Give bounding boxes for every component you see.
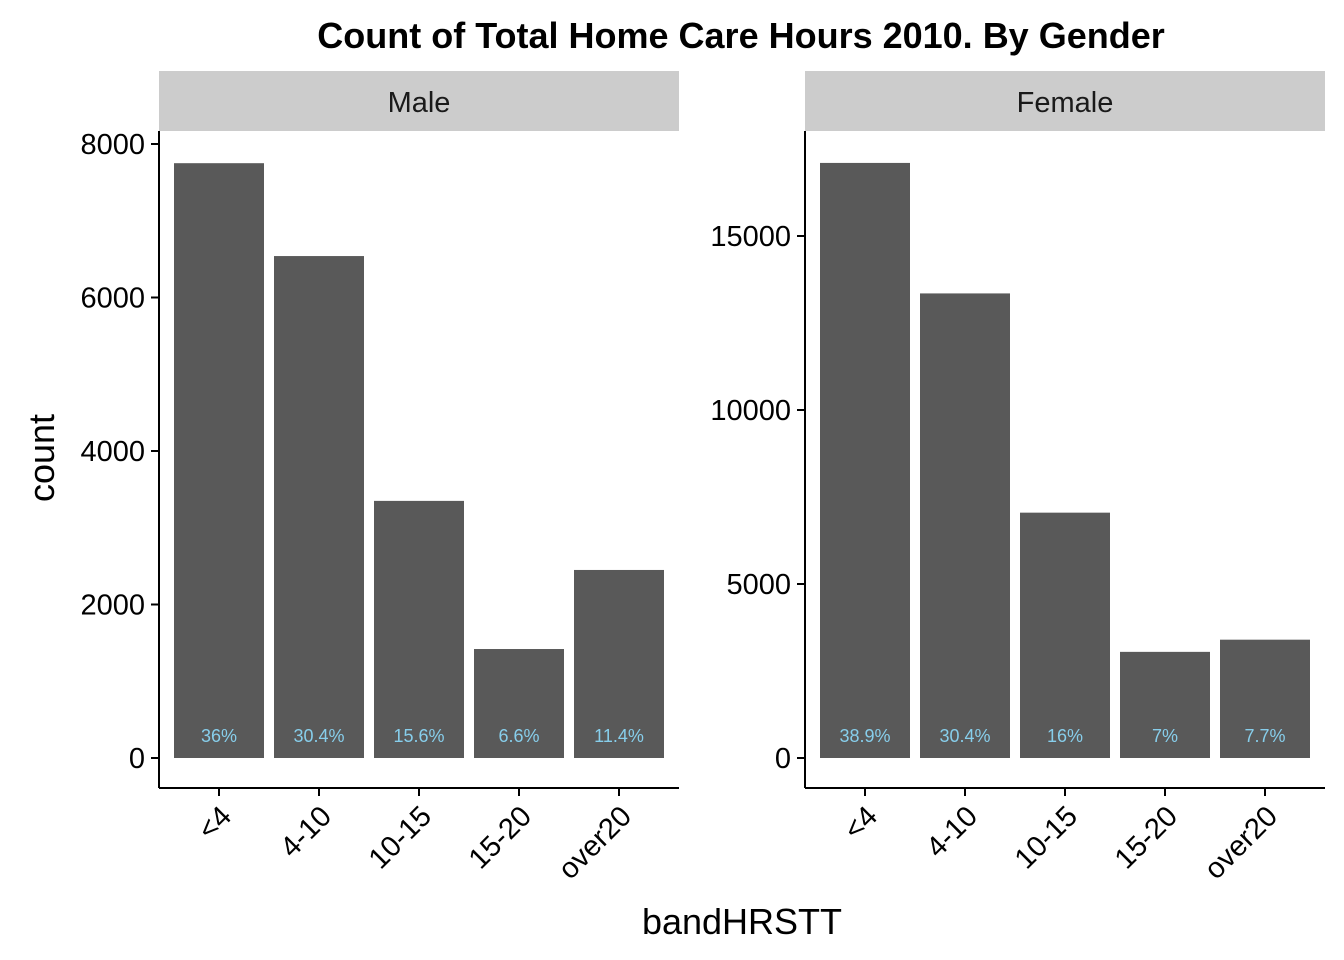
facet-strip [805,71,1325,131]
x-axis-title: bandHRSTT [642,901,842,942]
y-tick-label: 0 [775,743,791,775]
bar-percent-label: 30.4% [939,726,990,746]
bar-percent-label: 11.4% [594,726,644,746]
y-tick-label: 4000 [80,436,145,468]
bar-percent-label: 36% [201,726,237,746]
bar-female-3 [1120,651,1210,758]
x-tick-label: 15-20 [1109,800,1184,875]
bar-percent-label: 6.6% [498,726,539,746]
y-tick-label: 0 [129,743,145,775]
y-tick-label: 6000 [80,283,145,315]
facet-strip-label: Female [1017,87,1114,119]
x-tick-label: 4-10 [274,800,338,864]
bar-male-0 [174,163,264,758]
x-tick-label: over20 [553,800,638,885]
bar-female-1 [920,293,1010,758]
bar-female-2 [1020,512,1110,758]
x-tick-label: <4 [192,800,238,846]
facet-panel-male: Male 0 2000 4000 6000 8000 36% <4 30.4% 4-10 15.6%… [80,71,679,886]
facet-panels: Male 0 2000 4000 6000 8000 36% <4 30.4% 4-10 15.6%… [80,71,1325,886]
x-tick-label: over20 [1199,800,1284,885]
y-tick-label: 10000 [710,395,791,427]
y-tick-label: 15000 [710,221,791,253]
y-tick-label: 5000 [726,569,791,601]
bar-female-0 [820,162,910,759]
facet-panel-female: Female 0 5000 10000 15000 38.9% <4 30.4% 4-10 16%… [710,71,1325,886]
y-tick-label: 8000 [80,129,145,161]
x-tick-label: <4 [838,800,884,846]
bar-male-3 [474,649,564,758]
bar-percent-label: 38.9% [839,726,890,746]
x-tick-label: 4-10 [920,800,984,864]
bar-percent-label: 16% [1047,726,1083,746]
bar-female-4 [1220,639,1310,758]
bar-male-4 [574,569,664,758]
bar-percent-label: 15.6% [393,726,444,746]
chart-title: Count of Total Home Care Hours 2010. By … [317,15,1165,56]
y-axis-title: count [21,414,62,502]
bar-male-2 [374,500,464,758]
facet-strip [159,71,679,131]
bar-male-1 [274,256,364,758]
bar-percent-label: 7.7% [1244,726,1285,746]
bar-percent-label: 7% [1152,726,1178,746]
y-tick-label: 2000 [80,590,145,622]
x-tick-label: 15-20 [463,800,538,875]
facet-strip-label: Male [388,87,451,119]
x-tick-label: 10-15 [363,800,438,875]
x-tick-label: 10-15 [1009,800,1084,875]
bar-percent-label: 30.4% [293,726,344,746]
